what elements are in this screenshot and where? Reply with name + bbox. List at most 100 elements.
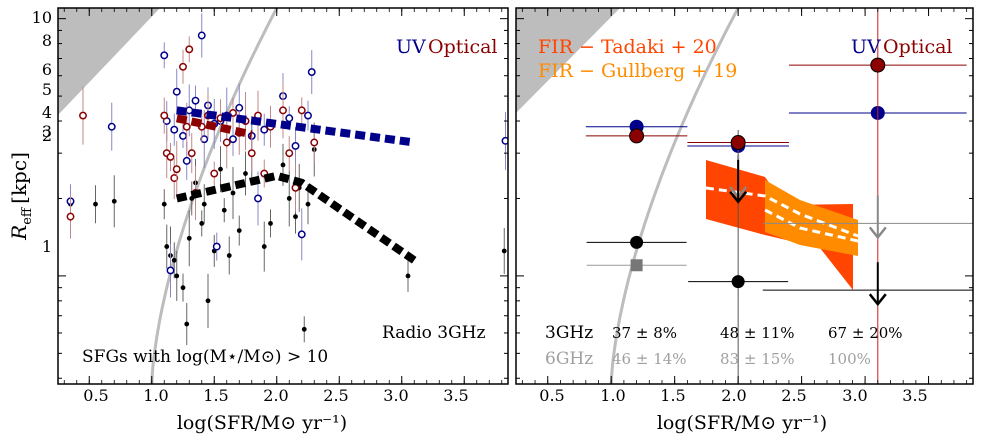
left-xtick-label: 2.5 (323, 386, 348, 405)
data-point-optical (185, 45, 194, 54)
trend-line-radio (175, 171, 417, 264)
left-xtick-label: 2.0 (263, 386, 288, 405)
data-point-optical (166, 152, 175, 161)
ytick-label: 1 (42, 237, 52, 256)
upper-limit-arrow-6ghz (868, 226, 887, 240)
yaxis-label-main: R (7, 225, 31, 241)
ytick-label: 5 (42, 80, 52, 99)
fraction-3ghz-bin2: 48 ± 11% (720, 324, 795, 342)
data-point-uv (285, 114, 294, 123)
data-point-3ghz (731, 275, 745, 289)
right-panel-plot-area (516, 8, 973, 384)
data-point-uv (191, 96, 200, 105)
ytick-label: 8 (42, 31, 52, 50)
data-point-optical (182, 122, 191, 131)
legend-uv-left: UV (396, 36, 426, 58)
data-point-radio (186, 235, 192, 241)
data-point-uv (170, 125, 179, 134)
label-3ghz: 3GHz (545, 323, 593, 343)
data-point-optical (179, 62, 187, 71)
data-point-optical (172, 165, 181, 174)
data-point-radio (243, 171, 248, 176)
trend-line-uv (176, 106, 415, 147)
data-point-uv (260, 125, 269, 134)
data-point-radio (218, 166, 223, 172)
data-point-radio (280, 162, 286, 168)
data-point-optical (247, 149, 256, 158)
left-panel-frame (57, 7, 509, 385)
data-point-radio (184, 321, 190, 327)
data-point-optical (170, 174, 179, 183)
data-point-uv (254, 194, 262, 203)
upper-limit-arrow-3ghz (868, 293, 887, 307)
yaxis-label: Reff [kpc] (7, 152, 35, 241)
right-xtick-label: 2.0 (721, 386, 746, 405)
excluded-region-left (58, 8, 160, 115)
left-xtick-label: 3.0 (383, 386, 408, 405)
excluded-region-right (516, 8, 620, 113)
data-point-uv (179, 131, 187, 140)
svg-text:Reff[kpc]: Reff [kpc] (7, 152, 35, 241)
data-point-uv (212, 242, 221, 251)
data-point-radio (199, 220, 205, 226)
fraction-6ghz-bin1: 46 ± 14% (612, 350, 687, 368)
data-point-radio (305, 201, 311, 207)
data-point-optical (870, 57, 886, 73)
left-xtick-label: 0.5 (83, 386, 108, 405)
data-point-uv (501, 136, 508, 145)
sfr-limit-curve-right (609, 8, 740, 384)
right-data-points (585, 8, 973, 384)
right-xtick-label: 3.0 (842, 386, 867, 405)
data-point-optical (160, 111, 169, 120)
right-xtick-label: 1.0 (600, 386, 625, 405)
left-xtick-label: 1.5 (203, 386, 228, 405)
ytick-label: 10 (32, 8, 52, 27)
yaxis-label-sub: eff (20, 206, 35, 225)
data-point-radio (93, 201, 98, 207)
ytick-label: 2 (42, 126, 52, 145)
legend-optical-right: Optical (883, 36, 953, 58)
left-xaxis-label: log(SFR/M⊙ yr⁻¹) (177, 412, 347, 434)
data-point-optical (66, 212, 75, 221)
data-point-6ghz (630, 259, 643, 272)
label-6ghz: 6GHz (545, 349, 593, 369)
axis-ticks (58, 8, 973, 384)
trend-line-optical (175, 114, 253, 139)
ytick-label: 4 (42, 103, 52, 122)
fraction-6ghz-bin2: 83 ± 15% (720, 350, 795, 368)
data-point-optical (285, 149, 294, 158)
data-point-optical (297, 106, 306, 115)
data-point-radio (405, 273, 411, 279)
label-radio-3ghz: Radio 3GHz (382, 323, 486, 343)
right-xtick-labels: 0.5 1.0 1.5 2.0 2.5 3.0 3.5 (539, 386, 927, 405)
left-xtick-label: 1.0 (143, 386, 168, 405)
legend-fir-gullberg: FIR − Gullberg + 19 (538, 60, 737, 82)
left-xtick-label: 3.5 (443, 386, 468, 405)
ytick-label: 3 (42, 122, 52, 141)
right-xtick-label: 3.5 (902, 386, 927, 405)
label-sample: SFGs with log(M⋆/M⊙) > 10 (82, 347, 328, 367)
data-point-radio (111, 198, 117, 204)
data-point-uv (197, 31, 206, 40)
data-point-optical (629, 128, 645, 144)
right-xaxis-label: log(SFR/M⊙ yr⁻¹) (657, 412, 827, 434)
data-point-radio (161, 201, 167, 207)
data-point-radio (164, 244, 170, 249)
data-point-uv (160, 51, 169, 60)
data-point-uv (291, 141, 300, 150)
legend-optical-left: Optical (428, 36, 498, 58)
data-point-radio (268, 220, 273, 226)
data-point-radio (221, 207, 227, 213)
legend-fir-tadaki: FIR − Tadaki + 20 (538, 36, 717, 58)
data-point-uv (200, 135, 209, 144)
data-point-uv (172, 87, 181, 96)
data-point-radio (230, 190, 236, 196)
ytick-label: 6 (42, 60, 52, 79)
data-point-radio (261, 244, 267, 249)
data-point-radio (501, 248, 507, 254)
data-point-uv (307, 68, 316, 77)
fraction-6ghz-bin3: 100% (828, 350, 871, 368)
legend-uv-right: UV (851, 36, 881, 58)
data-point-optical (730, 135, 746, 151)
